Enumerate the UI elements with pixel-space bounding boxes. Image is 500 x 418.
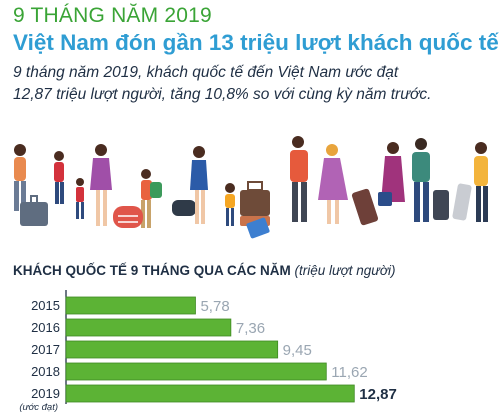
data-label-2017: 9,45 — [283, 342, 312, 359]
tick-label-2018: 2018 — [31, 364, 60, 379]
bar-2016 — [65, 318, 232, 337]
chart-unit: (triệu lượt người) — [294, 263, 396, 278]
bar-2018 — [65, 362, 327, 381]
category-note-2019: (ước đạt) — [19, 402, 58, 413]
description: 9 tháng năm 2019, khách quốc tế đến Việt… — [13, 62, 493, 106]
traveler-group-2 — [113, 146, 270, 239]
bar-2019 — [65, 384, 355, 403]
data-label-2019: 12,87 — [359, 386, 397, 403]
data-label-2016: 7,36 — [236, 320, 265, 337]
tick-label-2017: 2017 — [31, 342, 60, 357]
traveler-group-1 — [14, 144, 112, 226]
tick-label-2015: 2015 — [31, 298, 60, 313]
chart-title: KHÁCH QUỐC TẾ 9 THÁNG QUA CÁC NĂM (triệu… — [13, 263, 395, 278]
tick-label-2016: 2016 — [31, 320, 60, 335]
tick-label-2019: 2019 — [31, 386, 60, 401]
bar-chart: 2015 5,78 2016 7,36 2017 9,45 2018 11,62 2019(ướ… — [19, 290, 397, 413]
traveler-group-3 — [290, 136, 488, 226]
data-label-2018: 11,62 — [331, 364, 367, 381]
travelers-with-luggage-icon — [14, 136, 488, 239]
chart-title-text: KHÁCH QUỐC TẾ 9 THÁNG QUA CÁC NĂM — [13, 263, 291, 278]
page-title: Việt Nam đón gần 13 triệu lượt khách quố… — [13, 30, 499, 55]
description-line-1: 9 tháng năm 2019, khách quốc tế đến Việt… — [13, 64, 399, 81]
supertitle: 9 THÁNG NĂM 2019 — [13, 4, 212, 27]
bar-2015 — [65, 296, 196, 315]
data-label-2015: 5,78 — [200, 298, 229, 315]
description-line-2: 12,87 triệu lượt người, tăng 10,8% so vớ… — [13, 86, 432, 103]
bar-2017 — [65, 340, 279, 359]
